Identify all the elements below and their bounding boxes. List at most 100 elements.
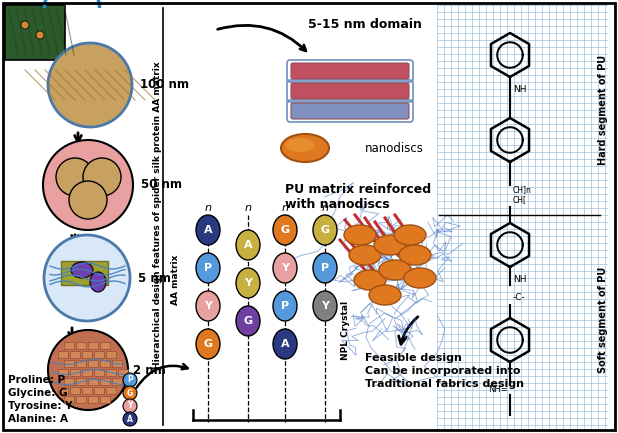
Circle shape (83, 158, 121, 196)
Circle shape (48, 330, 128, 410)
Bar (58, 369, 68, 376)
Bar (106, 369, 116, 376)
Ellipse shape (236, 230, 260, 260)
Ellipse shape (196, 215, 220, 245)
Bar (58, 387, 68, 394)
Bar (76, 396, 86, 403)
Text: Tyrosine: Y: Tyrosine: Y (8, 401, 72, 411)
Text: Feasible design: Feasible design (365, 353, 462, 363)
Text: A: A (204, 225, 213, 235)
Bar (76, 378, 86, 385)
Bar (82, 369, 92, 376)
Ellipse shape (90, 272, 106, 292)
Ellipse shape (374, 235, 406, 255)
Bar (64, 360, 74, 367)
Text: NH: NH (513, 275, 527, 284)
Text: Can be incorporated into: Can be incorporated into (365, 366, 520, 376)
Text: PU matrix reinforced
with nanodiscs: PU matrix reinforced with nanodiscs (285, 183, 431, 211)
Text: Hierarchical design features of spider silk protein AA matrix: Hierarchical design features of spider s… (153, 61, 163, 369)
Ellipse shape (344, 225, 376, 245)
Bar (88, 342, 98, 349)
Bar (58, 351, 68, 358)
Bar (100, 360, 110, 367)
Bar (88, 396, 98, 403)
Bar (70, 369, 80, 376)
Text: n: n (282, 203, 289, 213)
Ellipse shape (273, 253, 297, 283)
Ellipse shape (404, 268, 436, 288)
Text: n: n (205, 203, 211, 213)
Ellipse shape (273, 329, 297, 359)
Bar (106, 351, 116, 358)
Ellipse shape (313, 291, 337, 321)
Text: AA matrix: AA matrix (171, 255, 179, 305)
Text: 100 nm: 100 nm (140, 78, 189, 91)
Text: Y: Y (244, 278, 252, 288)
Ellipse shape (285, 138, 315, 152)
Text: G: G (203, 339, 213, 349)
Ellipse shape (196, 291, 220, 321)
Circle shape (123, 373, 137, 387)
Bar (88, 378, 98, 385)
Bar (118, 369, 128, 376)
Circle shape (48, 43, 132, 127)
Text: P: P (127, 375, 133, 385)
Circle shape (21, 21, 29, 29)
Text: Hard segment of PU: Hard segment of PU (598, 55, 608, 165)
Ellipse shape (236, 268, 260, 298)
Circle shape (36, 31, 44, 39)
Bar (106, 387, 116, 394)
Ellipse shape (394, 225, 426, 245)
Text: NPL Crystal: NPL Crystal (341, 301, 350, 359)
Text: NH: NH (513, 84, 527, 94)
Ellipse shape (379, 260, 411, 280)
FancyBboxPatch shape (291, 83, 409, 99)
Ellipse shape (273, 215, 297, 245)
Ellipse shape (399, 245, 431, 265)
FancyBboxPatch shape (291, 63, 409, 79)
Circle shape (123, 386, 137, 400)
Text: Proline: P: Proline: P (8, 375, 65, 385)
Text: CH[: CH[ (513, 196, 527, 204)
FancyBboxPatch shape (5, 5, 65, 60)
Ellipse shape (273, 291, 297, 321)
Ellipse shape (354, 270, 386, 290)
Text: A: A (127, 414, 133, 423)
Text: NH=: NH= (488, 385, 508, 394)
Text: Y: Y (204, 301, 212, 311)
Bar (64, 378, 74, 385)
Text: G: G (281, 225, 290, 235)
Text: 5 nm: 5 nm (138, 271, 171, 284)
Text: Traditional fabrics design: Traditional fabrics design (365, 379, 524, 389)
Bar (112, 378, 122, 385)
Text: P: P (321, 263, 329, 273)
Text: Alanine: A: Alanine: A (8, 414, 68, 424)
Bar (64, 342, 74, 349)
Text: -C-: -C- (513, 294, 526, 303)
Text: 50 nm: 50 nm (141, 178, 182, 191)
Text: G: G (243, 316, 253, 326)
Text: n: n (321, 203, 329, 213)
Text: P: P (281, 301, 289, 311)
Circle shape (69, 181, 107, 219)
FancyBboxPatch shape (291, 103, 409, 119)
Bar (70, 387, 80, 394)
Text: nanodiscs: nanodiscs (365, 142, 424, 155)
Text: Y: Y (281, 263, 289, 273)
Circle shape (44, 235, 130, 321)
Bar (82, 387, 92, 394)
Ellipse shape (281, 134, 329, 162)
Ellipse shape (236, 306, 260, 336)
Bar (76, 360, 86, 367)
Text: 2 nm: 2 nm (133, 363, 166, 377)
Circle shape (123, 399, 137, 413)
Ellipse shape (369, 285, 401, 305)
Bar (100, 378, 110, 385)
Text: CH]n: CH]n (513, 185, 532, 194)
Text: G: G (321, 225, 329, 235)
Text: A: A (243, 240, 252, 250)
Text: Glycine: G: Glycine: G (8, 388, 67, 398)
Ellipse shape (196, 253, 220, 283)
Circle shape (43, 140, 133, 230)
Ellipse shape (313, 215, 337, 245)
